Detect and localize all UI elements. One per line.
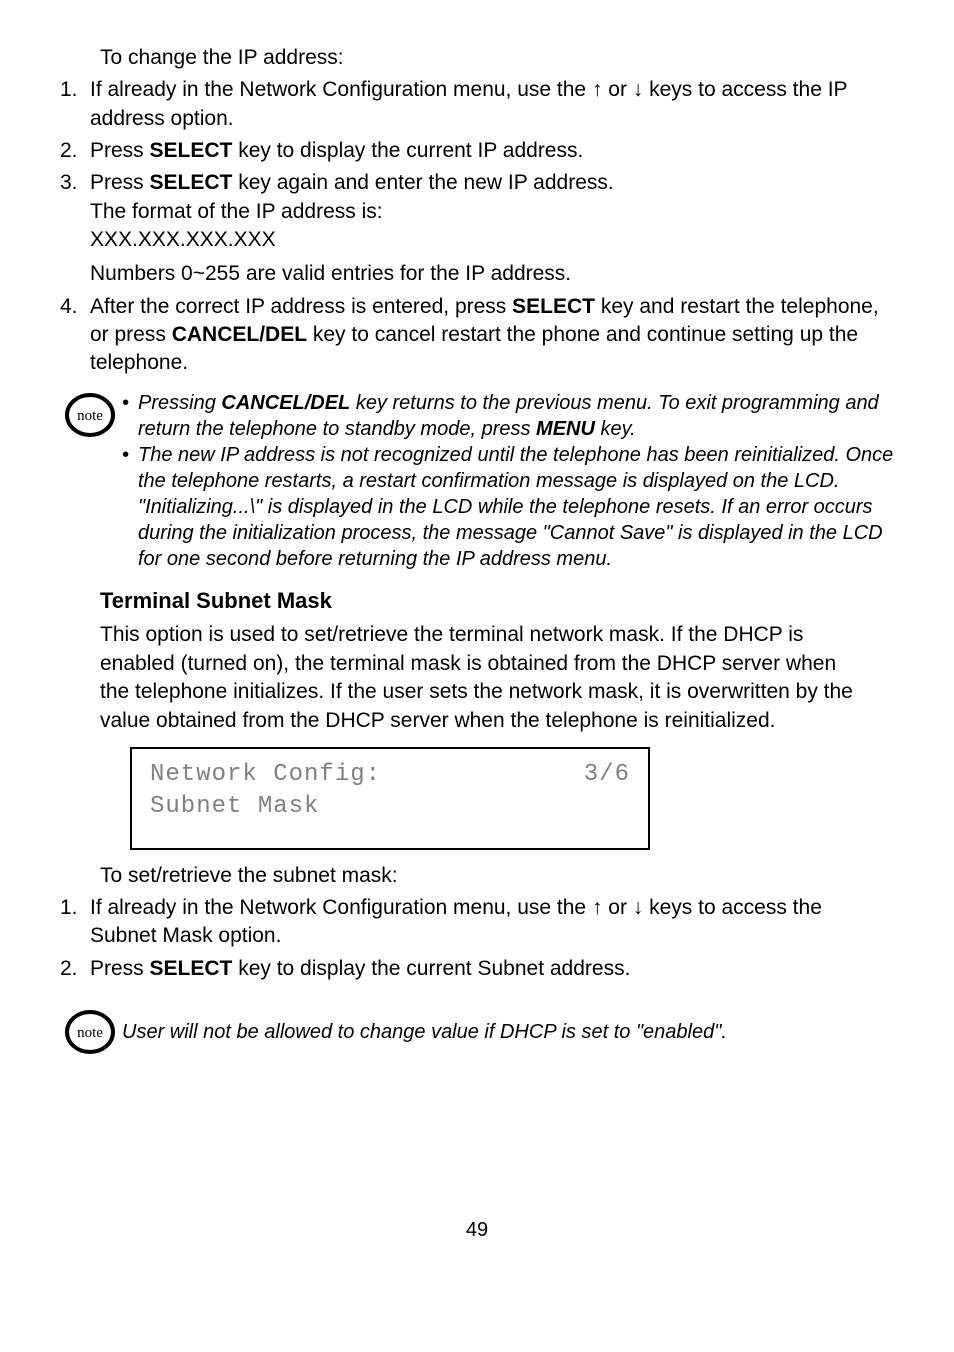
step-3: 3. Press SELECT key again and enter the …: [60, 169, 894, 288]
list-number: 1.: [60, 76, 90, 133]
step-4-text: After the correct IP address is entered,…: [90, 293, 894, 378]
note-bullet-2: • The new IP address is not recognized u…: [122, 442, 894, 572]
list-number: 4.: [60, 293, 90, 378]
text-fragment: If already in the Network Configuration …: [90, 896, 592, 919]
list-number: 2.: [60, 137, 90, 165]
note-icon: note: [60, 1007, 122, 1057]
list-number: 3.: [60, 169, 90, 288]
text-fragment: Pressing: [138, 392, 221, 414]
list-number: 2.: [60, 955, 90, 983]
text-fragment: key again and enter the new IP address.: [232, 171, 613, 194]
arrow-up-icon: ↑: [592, 78, 603, 101]
lcd-text-right: 3/6: [584, 759, 630, 791]
note-icon: note: [60, 390, 122, 440]
cancel-del-key-label: CANCEL/DEL: [172, 323, 307, 346]
subnet-step-1: 1. If already in the Network Configurati…: [60, 894, 894, 951]
subnet-body: This option is used to set/retrieve the …: [100, 621, 854, 734]
lcd-text: Subnet Mask: [150, 791, 319, 823]
note-content: User will not be allowed to change value…: [122, 1007, 727, 1045]
text-fragment: Press: [90, 957, 150, 980]
bullet-icon: •: [122, 442, 138, 572]
bullet-icon: •: [122, 390, 138, 442]
note-block-2: note User will not be allowed to change …: [60, 1007, 894, 1057]
text-fragment: Press: [90, 171, 150, 194]
svg-text:note: note: [77, 1025, 103, 1041]
menu-key-label: MENU: [536, 418, 595, 440]
text-fragment: or: [602, 78, 632, 101]
text-fragment: The new IP address is not recognized unt…: [138, 442, 894, 572]
subnet-step-1-text: If already in the Network Configuration …: [90, 894, 894, 951]
text-line: Numbers 0~255 are valid entries for the …: [90, 260, 614, 288]
list-number: 1.: [60, 894, 90, 951]
select-key-label: SELECT: [150, 139, 233, 162]
subnet-step-2: 2. Press SELECT key to display the curre…: [60, 955, 894, 983]
lcd-line-2: Subnet Mask: [150, 791, 630, 823]
arrow-up-icon: ↑: [592, 896, 603, 919]
text-fragment: After the correct IP address is entered,…: [90, 295, 512, 318]
intro-ip: To change the IP address:: [100, 44, 894, 72]
step-1-text: If already in the Network Configuration …: [90, 76, 894, 133]
text-fragment: key.: [595, 418, 636, 440]
svg-text:note: note: [77, 408, 103, 424]
select-key-label: SELECT: [512, 295, 595, 318]
text-fragment: User will not be allowed to change value…: [122, 1021, 727, 1043]
lcd-text-left: Network Config:: [150, 759, 381, 791]
cancel-del-key-label: CANCEL/DEL: [221, 392, 350, 414]
lcd-line-1: Network Config: 3/6: [150, 759, 630, 791]
select-key-label: SELECT: [150, 171, 233, 194]
text-fragment: Press: [90, 139, 150, 162]
step-3-text: Press SELECT key again and enter the new…: [90, 169, 614, 288]
lcd-display: Network Config: 3/6 Subnet Mask: [130, 747, 650, 850]
step-4: 4. After the correct IP address is enter…: [60, 293, 894, 378]
arrow-down-icon: ↓: [633, 78, 644, 101]
text-fragment: key to display the current Subnet addres…: [232, 957, 630, 980]
step-2-text: Press SELECT key to display the current …: [90, 137, 583, 165]
text-fragment: If already in the Network Configuration …: [90, 78, 592, 101]
arrow-down-icon: ↓: [633, 896, 644, 919]
intro-subnet: To set/retrieve the subnet mask:: [100, 862, 894, 890]
subnet-step-2-text: Press SELECT key to display the current …: [90, 955, 630, 983]
heading-subnet: Terminal Subnet Mask: [100, 586, 894, 616]
text-line: The format of the IP address is:: [90, 198, 614, 226]
text-fragment: or: [602, 896, 632, 919]
ip-format: XXX.XXX.XXX.XXX: [90, 226, 614, 254]
page-number: 49: [60, 1217, 894, 1244]
text-fragment: key to display the current IP address.: [232, 139, 583, 162]
note-bullet-1: • Pressing CANCEL/DEL key returns to the…: [122, 390, 894, 442]
note-block-1: note • Pressing CANCEL/DEL key returns t…: [60, 390, 894, 572]
note-content: • Pressing CANCEL/DEL key returns to the…: [122, 390, 894, 572]
step-2: 2. Press SELECT key to display the curre…: [60, 137, 894, 165]
select-key-label: SELECT: [150, 957, 233, 980]
step-1: 1. If already in the Network Configurati…: [60, 76, 894, 133]
